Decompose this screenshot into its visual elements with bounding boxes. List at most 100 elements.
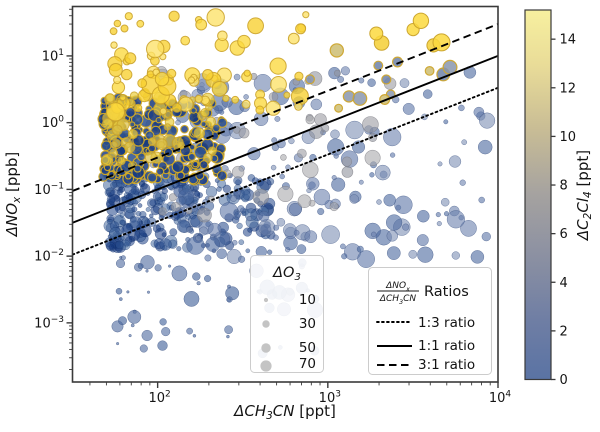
scatter-point: [247, 227, 253, 233]
scatter-point: [375, 164, 391, 181]
scatter-point: [199, 160, 209, 170]
scatter-point: [119, 255, 123, 260]
scatter-point: [110, 140, 118, 149]
scatter-point: [138, 224, 152, 238]
x-axis-label: ΔCH3CN [ppt]: [233, 402, 336, 422]
scatter-point: [200, 108, 210, 118]
scatter-point: [478, 196, 485, 204]
scatter-point: [222, 94, 230, 103]
scatter-point: [285, 164, 291, 171]
scatter-point: [295, 23, 307, 35]
size-legend-marker: [263, 297, 269, 303]
scatter-point: [333, 69, 341, 77]
scatter-point: [155, 138, 168, 151]
scatter-point: [369, 26, 384, 41]
scatter-point: [135, 210, 142, 217]
scatter-point: [168, 264, 172, 268]
scatter-point: [349, 194, 359, 204]
ratio-legend-label: 1:3 ratio: [418, 315, 475, 331]
scatter-point: [206, 8, 225, 27]
scatter-point: [158, 207, 167, 216]
scatter-point: [171, 201, 181, 212]
scatter-point: [131, 206, 138, 213]
scatter-point: [473, 106, 485, 118]
scatter-point: [460, 220, 477, 237]
scatter-point: [110, 41, 118, 49]
scatter-point: [386, 230, 399, 242]
scatter-point: [435, 212, 441, 218]
scatter-point: [146, 39, 165, 59]
scatter-point: [245, 248, 251, 254]
scatter-point: [341, 166, 354, 178]
tick-label: 10−1: [34, 181, 64, 198]
scatter-point: [386, 246, 401, 260]
size-legend-marker: [262, 320, 270, 328]
scatter-point: [171, 265, 188, 282]
scatter-point: [196, 207, 212, 223]
scatter-point: [205, 186, 218, 198]
y-axis-label: ΔNOx [ppb]: [3, 152, 23, 238]
size-legend-title: ΔO3: [272, 265, 301, 283]
scatter-point: [137, 203, 143, 208]
plot-frame: [71, 5, 499, 383]
scatter-point: [330, 129, 340, 140]
tick-label: 10−2: [34, 248, 64, 265]
size-legend-marker: [261, 343, 271, 353]
colorbar-bar: [524, 9, 552, 381]
reference-line-1-1-ratio: [72, 55, 498, 224]
scatter-point: [293, 229, 300, 236]
scatter-point: [459, 179, 466, 186]
colorbar-tick-label: 10: [560, 130, 577, 145]
scatter-point: [383, 128, 402, 147]
ratio-legend-line-samples: [376, 321, 413, 366]
scatter-point: [175, 119, 181, 126]
scatter-point: [207, 222, 222, 237]
scatter-point: [356, 245, 364, 253]
scatter-point: [217, 30, 228, 42]
scatter-point: [412, 12, 430, 29]
scatter-point: [196, 281, 201, 286]
scatter-point: [234, 211, 242, 218]
scatter-point: [155, 117, 162, 124]
scatter-point: [118, 204, 126, 212]
scatter-point: [239, 189, 251, 201]
scatter-point: [109, 27, 118, 36]
scatter-point: [124, 172, 132, 180]
scatter-point: [219, 109, 225, 115]
scatter-point: [219, 202, 239, 221]
scatter-point: [402, 223, 410, 231]
scatter-point: [166, 68, 177, 79]
scatter-point: [128, 334, 132, 338]
ratio-legend-fraction-numerator: ΔNOx: [385, 281, 410, 293]
scatter-point: [202, 69, 214, 81]
scatter-point: [193, 145, 208, 159]
scatter-point: [145, 269, 149, 273]
tick-label: 100: [42, 115, 65, 131]
scatter-point: [212, 123, 221, 133]
scatter-point: [294, 71, 304, 81]
scatter-point: [258, 219, 276, 237]
scatter-point: [394, 195, 413, 214]
scatter-point: [146, 290, 151, 294]
colorbar-tick-label: 4: [560, 276, 568, 291]
scatter-point: [207, 146, 217, 156]
scatter-point: [470, 250, 485, 264]
scatter-point: [141, 329, 153, 342]
scatter-point: [127, 310, 142, 324]
scatter-point: [203, 152, 213, 163]
scatter-point: [252, 188, 269, 206]
scatter-point: [145, 207, 151, 212]
scatter-point: [138, 188, 145, 195]
scatter-point: [200, 121, 207, 128]
scatter-point: [340, 66, 350, 76]
scatter-point: [193, 127, 206, 140]
scatter-point: [105, 93, 115, 103]
scatter-point: [288, 202, 302, 216]
tick-label: 10−3: [34, 315, 64, 332]
scatter-point: [381, 74, 392, 85]
colorbar-ticks: 0 2 4 6 8 10 12 14: [551, 33, 576, 388]
scatter-point: [187, 76, 196, 84]
scatter-point: [277, 186, 294, 203]
scatter-point: [408, 249, 418, 259]
